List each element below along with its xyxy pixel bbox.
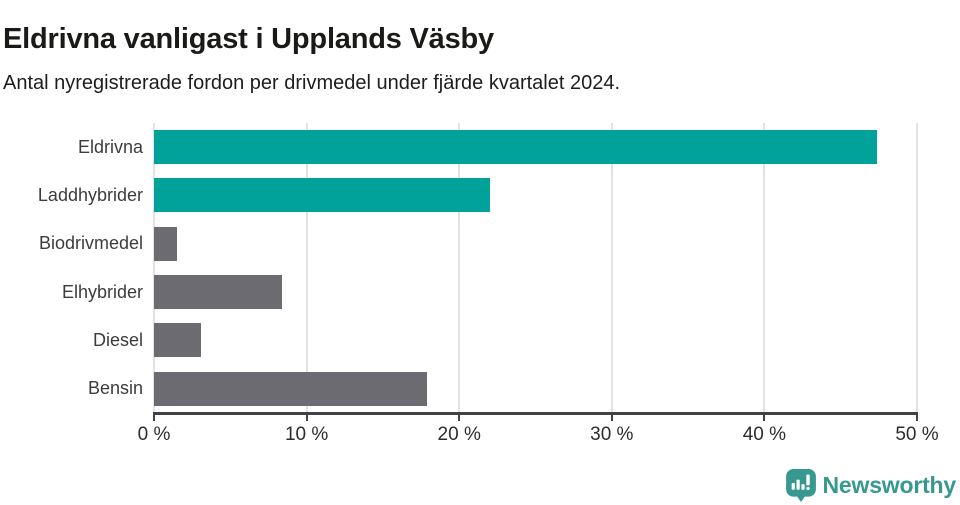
axis-tick xyxy=(153,414,155,421)
bar-track xyxy=(154,130,917,165)
axis-tick xyxy=(610,414,613,421)
gridline xyxy=(610,123,613,413)
bar-track xyxy=(154,178,917,213)
axis-tick-label: 50 % xyxy=(895,424,939,445)
brand-footer: Newsworthy xyxy=(785,469,957,502)
brand-name: Newsworthy xyxy=(822,472,957,498)
bar-laddhybrider xyxy=(154,178,490,213)
newsworthy-logo-icon xyxy=(785,469,816,502)
chart-title: Eldrivna vanligast i Upplands Väsby xyxy=(3,23,494,56)
category-label: Eldrivna xyxy=(77,136,143,157)
chart-subtitle: Antal nyregistrerade fordon per drivmede… xyxy=(3,72,621,94)
gridline xyxy=(153,123,155,413)
bar-elhybrider xyxy=(154,275,283,310)
axis-tick xyxy=(763,414,766,421)
axis-tick xyxy=(458,414,461,421)
gridline xyxy=(305,123,308,413)
gridline xyxy=(916,123,918,413)
bar-track xyxy=(154,323,917,358)
axis-tick xyxy=(916,414,918,421)
category-label: Laddhybrider xyxy=(37,184,143,205)
bar-biodrivmedel xyxy=(154,226,177,261)
bar-rows: Eldrivna Laddhybrider Biodrivmedel Elhybrid… xyxy=(0,123,917,413)
category-label: Elhybrider xyxy=(61,281,143,302)
bar-track xyxy=(154,226,917,261)
axis-tick-label: 30 % xyxy=(590,424,634,445)
axis-tick-label: 20 % xyxy=(437,424,481,445)
category-label: Bensin xyxy=(87,378,143,399)
axis-tick-label: 10 % xyxy=(284,424,329,445)
bar-track xyxy=(154,371,917,406)
chart-row: Diesel xyxy=(0,316,917,364)
gridline xyxy=(763,123,766,413)
axis-tick xyxy=(305,414,308,421)
axis-tick-label: 40 % xyxy=(742,424,787,445)
chart-row: Eldrivna xyxy=(0,123,917,171)
category-label: Diesel xyxy=(92,329,143,350)
bar-chart: Eldrivna Laddhybrider Biodrivmedel Elhybrid… xyxy=(0,123,918,413)
category-label: Biodrivmedel xyxy=(38,233,143,254)
x-axis-line xyxy=(153,412,918,415)
bar-bensin xyxy=(154,371,428,406)
x-axis-labels: 0 % 10 % 20 % 30 % 40 % 50 % xyxy=(138,424,939,448)
chart-row: Bensin xyxy=(0,365,917,413)
bar-track xyxy=(154,275,917,310)
axis-tick-label: 0 % xyxy=(137,424,171,445)
x-axis-ticks xyxy=(153,414,918,422)
chart-row: Laddhybrider xyxy=(0,171,917,219)
chart-row: Elhybrider xyxy=(0,268,917,316)
bar-eldrivna xyxy=(154,130,878,165)
gridlines xyxy=(153,123,918,413)
bar-diesel xyxy=(154,323,202,358)
gridline xyxy=(458,123,461,413)
chart-row: Biodrivmedel xyxy=(0,220,917,268)
